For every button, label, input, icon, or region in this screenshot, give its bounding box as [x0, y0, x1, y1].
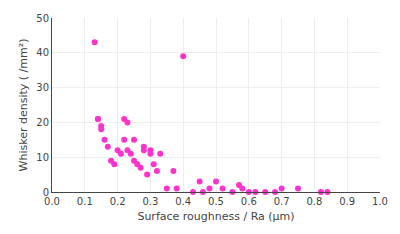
svg-text:30: 30: [36, 82, 49, 93]
svg-text:10: 10: [36, 152, 49, 163]
svg-text:0.3: 0.3: [142, 196, 158, 207]
svg-text:50: 50: [36, 13, 49, 24]
svg-text:0.9: 0.9: [339, 196, 355, 207]
svg-text:0.4: 0.4: [175, 196, 191, 207]
svg-text:0.2: 0.2: [110, 196, 126, 207]
svg-text:0: 0: [43, 187, 49, 198]
svg-text:0.0: 0.0: [44, 196, 60, 207]
svg-text:Surface roughness / Ra (μm): Surface roughness / Ra (μm): [137, 210, 294, 223]
svg-text:0.6: 0.6: [241, 196, 257, 207]
svg-text:1.0: 1.0: [372, 196, 388, 207]
svg-text:0.7: 0.7: [274, 196, 290, 207]
svg-text:0.8: 0.8: [306, 196, 322, 207]
svg-text:0.5: 0.5: [208, 196, 224, 207]
svg-text:Whisker density ( /mm²): Whisker density ( /mm²): [17, 39, 30, 172]
svg-text:40: 40: [36, 47, 49, 58]
svg-text:20: 20: [36, 117, 49, 128]
svg-text:0.1: 0.1: [77, 196, 93, 207]
